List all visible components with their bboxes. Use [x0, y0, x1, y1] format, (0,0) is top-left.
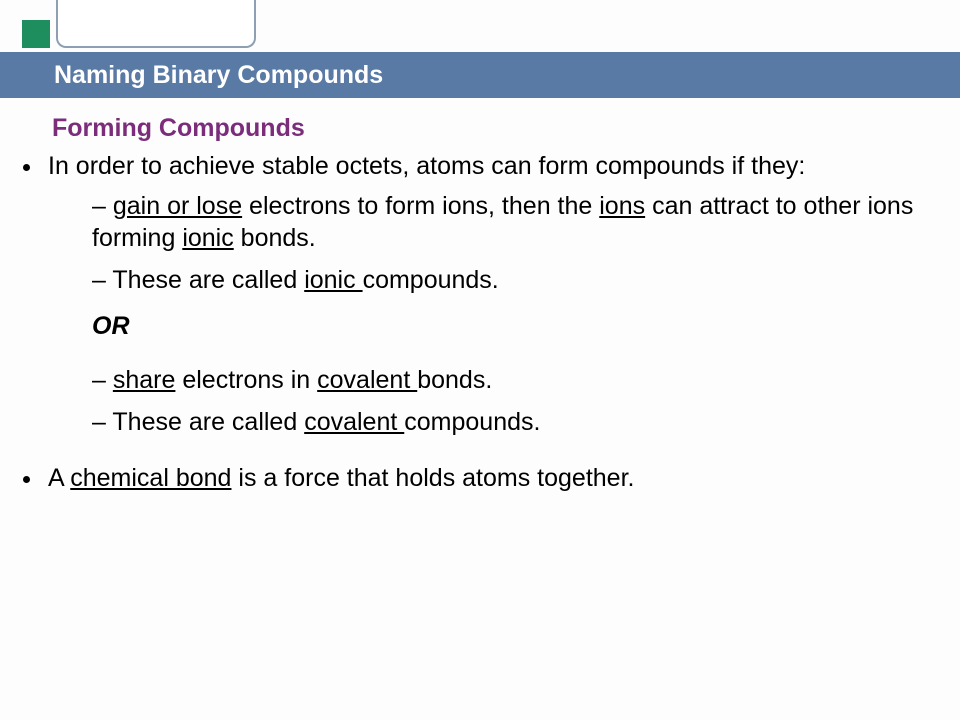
- underline-ionic: ionic: [182, 224, 233, 252]
- or-label: OR: [48, 310, 940, 342]
- content-area: In order to achieve stable octets, atoms…: [12, 150, 940, 504]
- dash-item-covalent-1: share electrons in covalent bonds.: [92, 364, 940, 396]
- text: electrons to form ions, then the: [242, 192, 599, 220]
- dash-item-ionic-1: gain or lose electrons to form ions, the…: [92, 190, 940, 254]
- underline-share: share: [113, 366, 176, 394]
- underline-ions: ions: [599, 192, 645, 220]
- subtitle: Forming Compounds: [52, 114, 305, 143]
- underline-covalent: covalent: [317, 366, 417, 394]
- dash-item-ionic-2: These are called ionic compounds.: [92, 264, 940, 296]
- title-bar: Naming Binary Compounds: [0, 52, 960, 98]
- bullet-closing: A chemical bond is a force that holds at…: [44, 462, 940, 494]
- text: bonds.: [234, 224, 316, 252]
- text: These are called: [112, 408, 304, 436]
- corner-marker: [22, 20, 50, 48]
- underline-gain-lose: gain or lose: [113, 192, 242, 220]
- title-text: Naming Binary Compounds: [54, 61, 383, 90]
- lead-text: In order to achieve stable octets, atoms…: [48, 152, 805, 180]
- slide-root: Naming Binary Compounds Forming Compound…: [0, 0, 960, 720]
- text: bonds.: [417, 366, 492, 394]
- text: A: [48, 464, 70, 492]
- text: electrons in: [175, 366, 317, 394]
- text: These are called: [112, 266, 304, 294]
- text: compounds.: [404, 408, 540, 436]
- text: is a force that holds atoms together.: [231, 464, 634, 492]
- underline-covalent2: covalent: [304, 408, 404, 436]
- underline-ionic2: ionic: [304, 266, 362, 294]
- header-tab: [56, 0, 256, 48]
- underline-chemical-bond: chemical bond: [70, 464, 231, 492]
- bullet-lead: In order to achieve stable octets, atoms…: [44, 150, 940, 438]
- text: compounds.: [363, 266, 499, 294]
- dash-item-covalent-2: These are called covalent compounds.: [92, 406, 940, 438]
